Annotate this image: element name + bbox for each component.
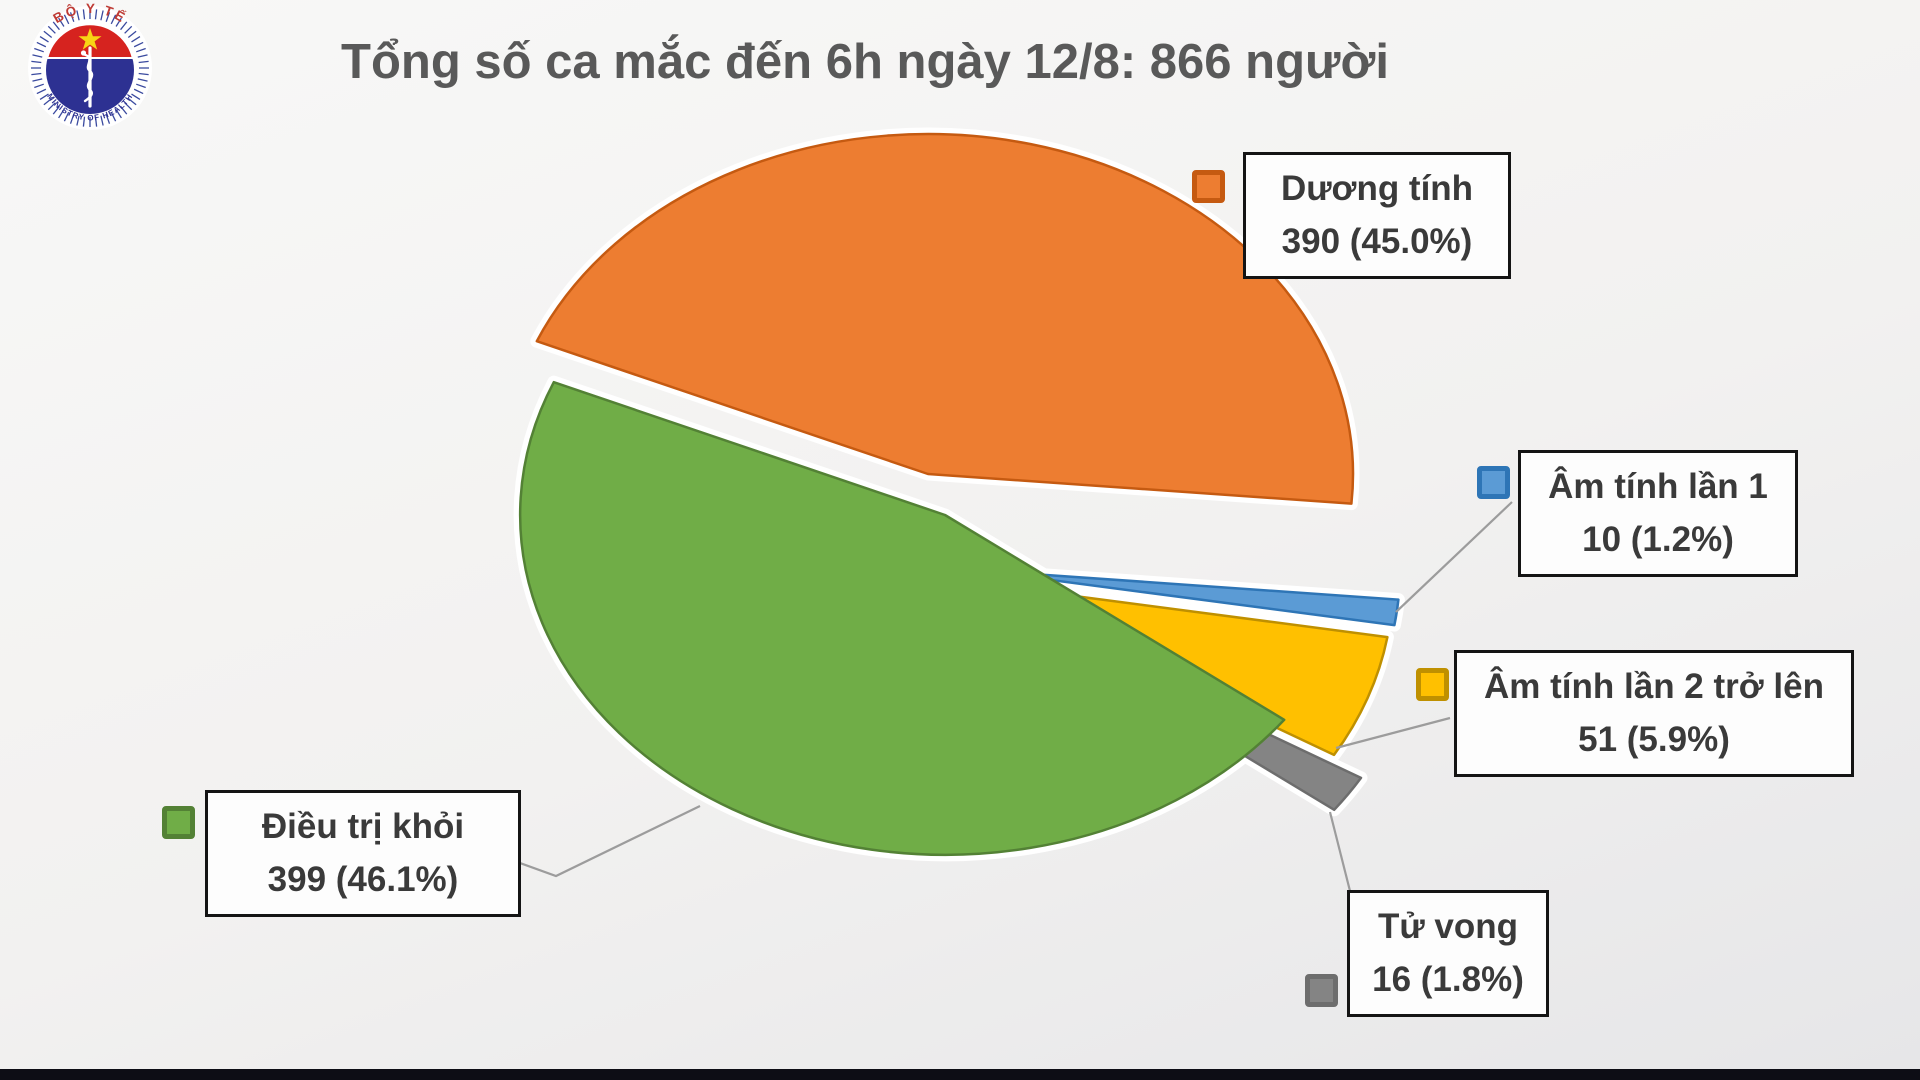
logo-ring-tick <box>138 72 149 76</box>
logo-serpent-icon <box>81 52 94 103</box>
logo-ring-tick <box>52 21 60 31</box>
slice-value: 16 (1.8%) <box>1372 959 1524 999</box>
logo-ring-tick <box>39 93 49 100</box>
slice-value: 51 (5.9%) <box>1578 719 1730 759</box>
pie-slice-duong-tinh <box>535 132 1355 505</box>
logo-ring-tick <box>115 109 122 119</box>
logo-ring-tick <box>127 30 137 38</box>
logo-ring-tick <box>34 83 44 89</box>
logo-ring-tick <box>120 105 128 115</box>
logo-ring-tick <box>47 102 56 111</box>
logo-ring-tick <box>124 25 133 34</box>
logo-ring-tick <box>133 88 144 95</box>
logo-ring-tick <box>127 98 137 106</box>
slice-label: Điều trị khỏi <box>261 807 465 846</box>
logo-ring-tick <box>52 105 60 115</box>
legend-swatch-am-tinh-lan-1 <box>1477 466 1510 499</box>
callout-duong-tinh: Dương tính 390 (45.0%) <box>1243 152 1511 279</box>
legend-swatch-duong-tinh <box>1192 170 1225 203</box>
logo-ring-tick <box>82 9 86 20</box>
legend-swatch-dieu-tri-khoi <box>162 806 195 839</box>
logo-ring-tick <box>100 115 104 126</box>
logo-ring-tick <box>94 116 98 127</box>
logo-ring-tick <box>115 17 122 27</box>
logo-ring-tick <box>69 12 75 22</box>
logo-ring-tick <box>105 114 111 124</box>
logo-star-icon <box>78 28 102 50</box>
legend-swatch-tu-vong <box>1305 974 1338 1007</box>
ministry-of-health-logo: BỘ Y TẾ MINISTRY OF HEALTH <box>28 1 152 130</box>
logo-ring-tick <box>137 78 148 82</box>
logo-ring-tick <box>138 60 149 64</box>
pie-slice-dieu-tri-khoi <box>518 380 1286 857</box>
logo-ring-tick <box>63 111 70 122</box>
logo-ring-tick <box>137 54 148 58</box>
logo-ring-tick <box>76 10 80 21</box>
pie-slices <box>518 132 1400 857</box>
slice-label: Âm tính lần 2 trở lên <box>1484 667 1824 706</box>
bottom-bar <box>0 1069 1920 1080</box>
logo-ring-tick <box>136 47 146 53</box>
logo-ring-tick <box>36 88 47 95</box>
logo-ring-tick <box>32 78 43 82</box>
logo-ring-tick <box>31 60 42 64</box>
logo-ring-tick <box>43 30 53 38</box>
logo-ring-tick <box>110 111 117 122</box>
logo-ring-tick <box>76 115 80 126</box>
logo-ring-tick <box>120 21 128 31</box>
callout-am-tinh-lan-2: Âm tính lần 2 trở lên 51 (5.9%) <box>1454 650 1854 777</box>
logo-ring-tick <box>100 10 104 21</box>
legend-swatch-am-tinh-lan-2 <box>1416 668 1449 701</box>
callout-dieu-tri-khoi: Điều trị khỏi 399 (46.1%) <box>205 790 521 917</box>
logo-ring-tick <box>110 14 117 25</box>
callout-tu-vong: Tử vong 16 (1.8%) <box>1347 890 1549 1017</box>
logo-ring-tick <box>69 114 75 124</box>
logo-ring-tick <box>32 54 43 58</box>
logo-ring-tick <box>36 41 47 48</box>
logo-ring-tick <box>131 36 141 43</box>
logo-ring-tick <box>131 93 141 100</box>
slice-value: 10 (1.2%) <box>1582 519 1734 559</box>
logo-ring-tick <box>82 116 86 127</box>
callout-am-tinh-lan-1: Âm tính lần 1 10 (1.2%) <box>1518 450 1798 577</box>
logo-ring-tick <box>94 9 98 20</box>
leader-tu-vong <box>1328 811 1352 892</box>
logo-ring-tick <box>133 41 144 48</box>
leader-am-tinh-lan-1 <box>1395 501 1513 613</box>
logo-ring-tick <box>31 72 42 76</box>
slice-label: Âm tính lần 1 <box>1548 467 1768 506</box>
slice-value: 390 (45.0%) <box>1281 221 1473 261</box>
logo-ring-tick <box>34 47 44 53</box>
logo-ring-tick <box>39 36 49 43</box>
logo-ring-tick <box>124 102 133 111</box>
slice-label: Tử vong <box>1377 907 1519 946</box>
logo-radiating-ring <box>31 9 149 127</box>
slice-value: 399 (46.1%) <box>267 859 459 899</box>
leader-am-tinh-lan-2 <box>1335 716 1451 750</box>
logo-ring-tick <box>47 25 56 34</box>
logo-ring-tick <box>58 17 65 27</box>
logo-ring-tick <box>63 14 70 25</box>
slice-label: Dương tính <box>1280 169 1474 208</box>
logo-serpent-head <box>80 50 87 56</box>
logo-ring-tick <box>136 83 146 89</box>
chart-title: Tổng số ca mắc đến 6h ngày 12/8: 866 ngư… <box>341 35 1389 89</box>
logo-ring-tick <box>58 109 65 119</box>
logo-ring-tick <box>105 12 111 22</box>
logo-ring-tick <box>43 98 53 106</box>
